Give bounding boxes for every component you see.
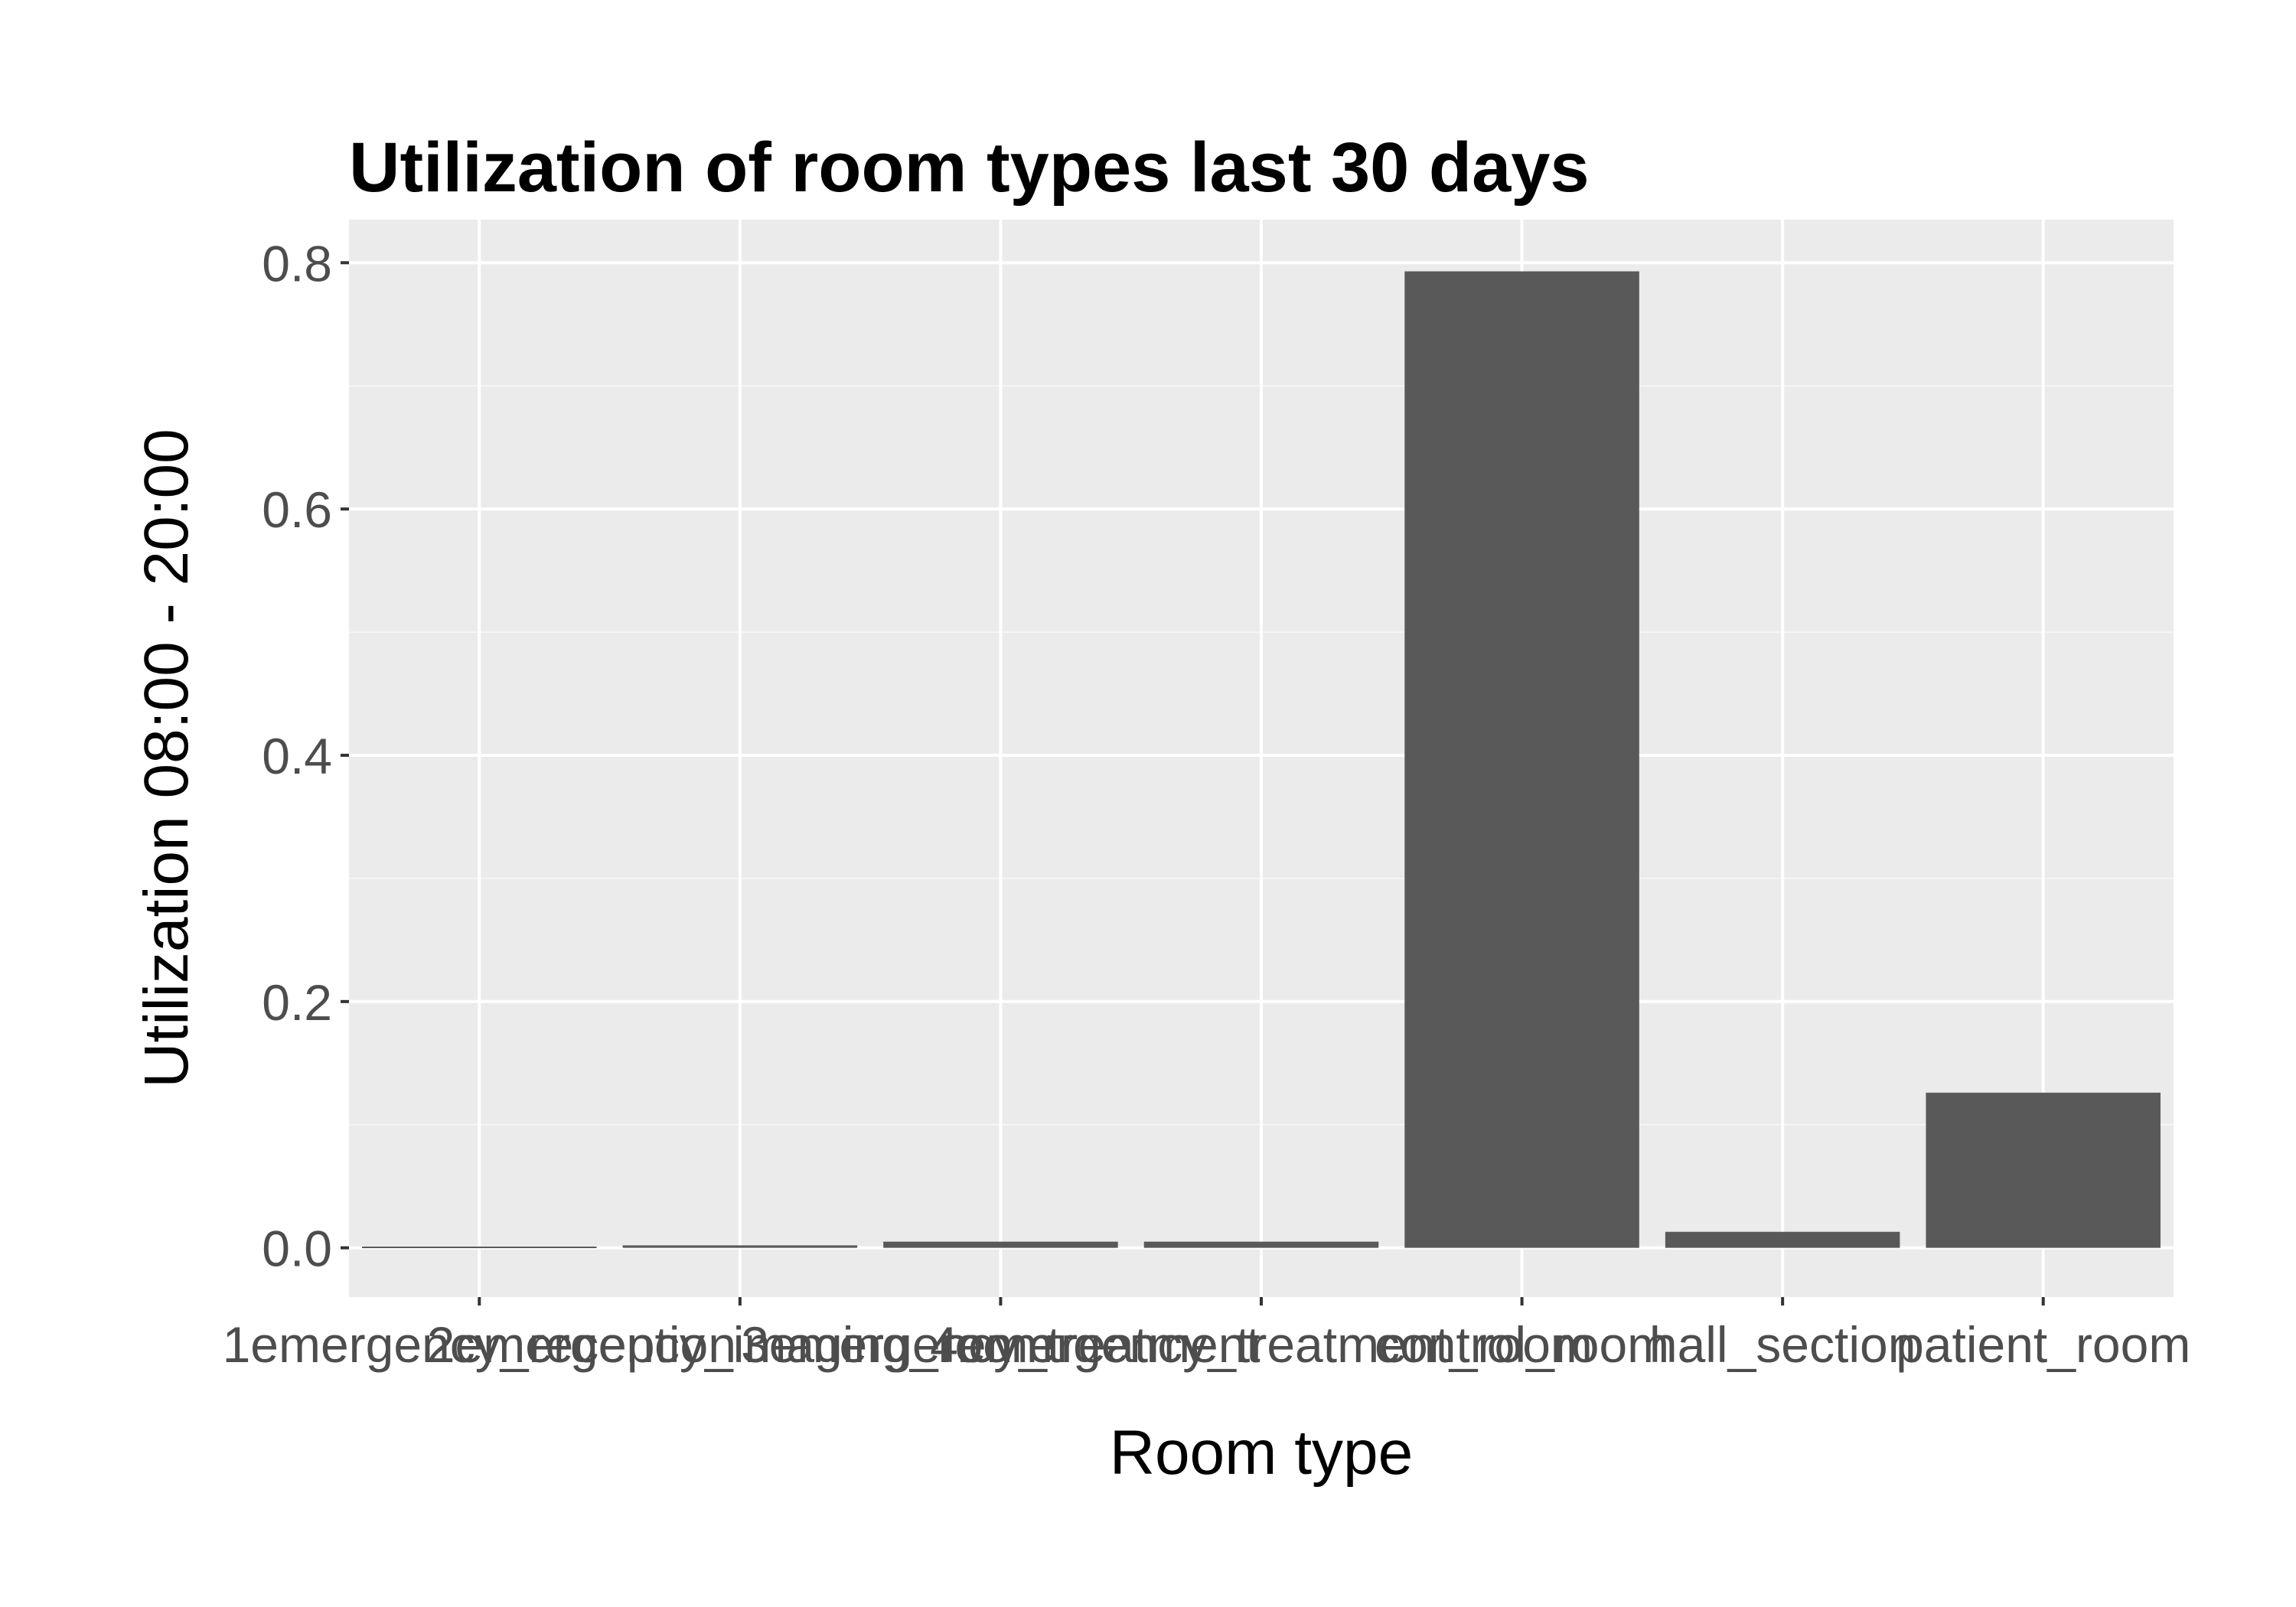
x-axis: 1emergency_reception2emergency_imaging_r… — [223, 1297, 2190, 1373]
y-tick-label: 0.6 — [262, 481, 332, 538]
x-tick-label: control_room — [1375, 1316, 1669, 1373]
bar-1emergency_reception — [362, 1247, 597, 1249]
bar-control_room — [1404, 271, 1639, 1248]
y-tick-label: 0.0 — [262, 1221, 332, 1277]
bar-3emergency_treatment — [883, 1241, 1118, 1248]
x-tick-label: patient_room — [1896, 1316, 2190, 1373]
x-tick-label: 4emergency_treatment_room — [930, 1316, 1593, 1373]
y-tick-label: 0.4 — [262, 728, 332, 784]
y-axis-title: Utilization 08:00 - 20:00 — [132, 429, 201, 1088]
chart-title: Utilization of room types last 30 days — [349, 129, 1590, 207]
x-axis-title: Room type — [1110, 1418, 1414, 1488]
bar-2emergency_imaging_room — [622, 1245, 858, 1248]
y-tick-label: 0.8 — [262, 235, 332, 292]
y-axis: 0.0 0.2 0.4 0.6 0.8 — [262, 235, 349, 1277]
x-tick-label: 1emergency_reception — [223, 1316, 736, 1373]
bar-hall_section — [1665, 1231, 1900, 1248]
x-tick-label: 3emergency_treatment — [741, 1316, 1261, 1373]
bar-4emergency_treatment_room — [1143, 1241, 1379, 1248]
bar-patient_room — [1926, 1092, 2161, 1248]
y-tick-label: 0.2 — [262, 974, 332, 1031]
bars — [362, 271, 2161, 1249]
x-tick-label: hall_section — [1649, 1316, 1916, 1373]
x-tick-label: 2emergency_imaging_room — [427, 1316, 1053, 1373]
